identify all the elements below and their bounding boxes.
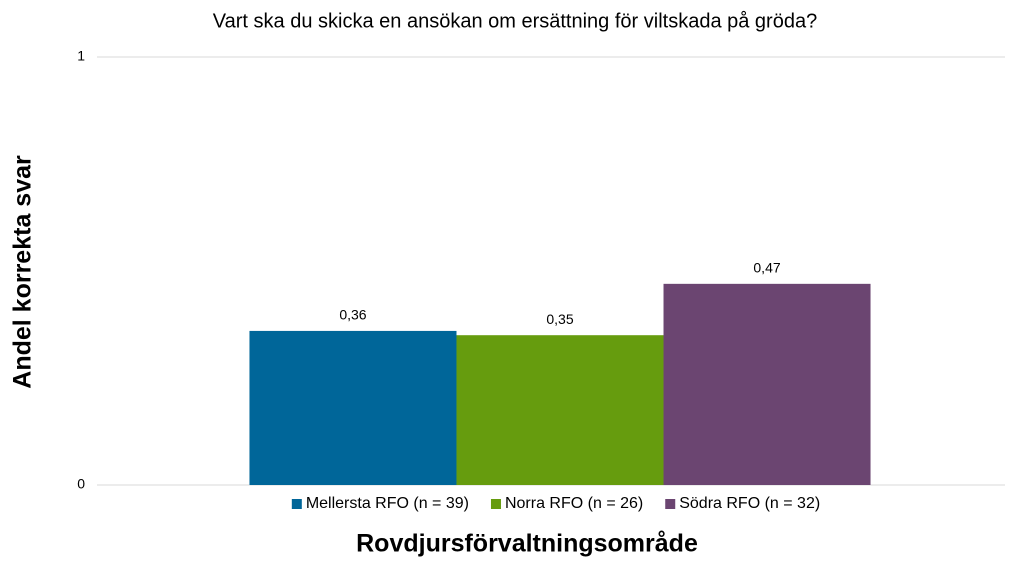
value-label: 0,36 xyxy=(339,307,366,323)
y-tick-label: 1 xyxy=(77,48,85,64)
legend-swatch xyxy=(490,499,501,509)
x-axis-label: Rovdjursförvaltningsområde xyxy=(356,530,698,558)
value-label: 0,35 xyxy=(546,311,573,327)
legend-text: Mellersta RFO (n = 39) xyxy=(306,495,469,512)
legend-swatch xyxy=(291,499,302,509)
bar xyxy=(249,330,457,485)
value-label: 0,47 xyxy=(753,260,780,276)
y-tick-label: 0 xyxy=(77,476,85,492)
bar xyxy=(663,283,871,485)
chart-title: Vart ska du skicka en ansökan om ersättn… xyxy=(213,10,817,32)
legend-text: Södra RFO (n = 32) xyxy=(679,495,820,512)
legend-swatch xyxy=(665,499,676,509)
y-axis-label: Andel korrekta svar xyxy=(9,155,37,389)
bar xyxy=(456,335,664,485)
legend-text: Norra RFO (n = 26) xyxy=(505,495,643,512)
